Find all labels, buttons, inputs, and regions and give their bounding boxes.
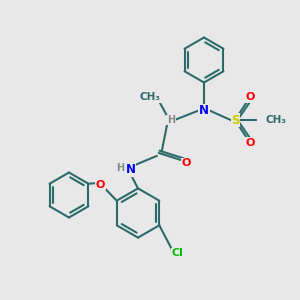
- Text: H: H: [116, 163, 124, 173]
- Text: S: S: [231, 113, 240, 127]
- Text: CH₃: CH₃: [266, 115, 286, 125]
- Text: CH₃: CH₃: [140, 92, 160, 103]
- Text: O: O: [96, 179, 105, 190]
- Text: O: O: [246, 137, 255, 148]
- Text: N: N: [125, 163, 136, 176]
- Text: O: O: [181, 158, 191, 169]
- Text: Cl: Cl: [171, 248, 183, 259]
- Text: N: N: [199, 104, 209, 118]
- Text: H: H: [167, 115, 175, 125]
- Text: O: O: [246, 92, 255, 103]
